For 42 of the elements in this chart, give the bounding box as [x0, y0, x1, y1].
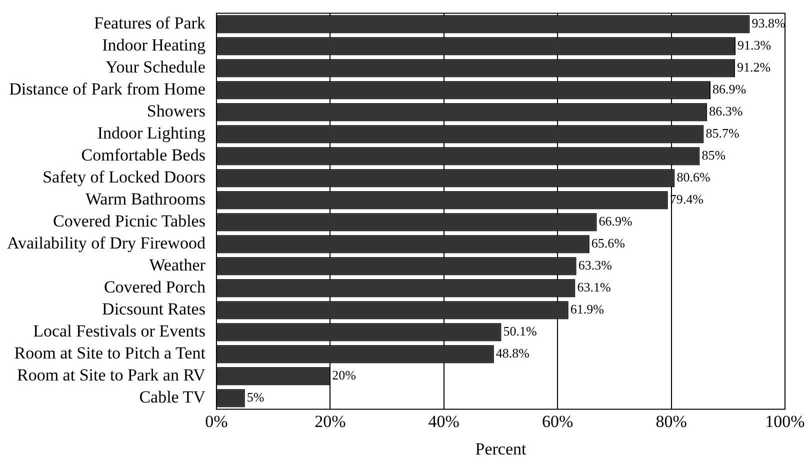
- x-axis-title: Percent: [475, 439, 526, 458]
- y-tick-label: Availability of Dry Firewood: [6, 234, 206, 253]
- data-label: 86.3%: [709, 104, 743, 119]
- data-label: 91.2%: [736, 60, 771, 75]
- data-label: 86.9%: [712, 82, 746, 97]
- y-tick-label: Covered Picnic Tables: [53, 212, 206, 231]
- y-tick-label: Indoor Lighting: [97, 124, 206, 143]
- y-tick-label: Comfortable Beds: [81, 146, 206, 165]
- x-tick-label: 40%: [428, 412, 460, 431]
- data-label: 66.9%: [598, 214, 633, 229]
- x-tick-label: 0%: [205, 412, 228, 431]
- y-tick-label: Distance of Park from Home: [9, 80, 206, 99]
- y-tick-label: Room at Site to Park an RV: [16, 366, 206, 385]
- y-tick-label: Weather: [149, 256, 206, 275]
- y-tick-label: Dicsount Rates: [102, 300, 206, 319]
- y-tick-label: Safety of Locked Doors: [42, 168, 206, 187]
- data-label: 85.7%: [706, 126, 740, 141]
- data-label: 91.3%: [738, 38, 772, 53]
- y-tick-label: Your Schedule: [106, 58, 206, 77]
- data-label: 61.9%: [570, 302, 604, 317]
- y-tick-label: Showers: [146, 102, 206, 121]
- x-tick-label: 60%: [542, 412, 574, 431]
- data-label: 5%: [246, 390, 264, 405]
- x-tick-label: 80%: [656, 412, 687, 431]
- data-label: 65.6%: [591, 236, 626, 251]
- data-label: 48.8%: [496, 346, 530, 361]
- data-label: 63.3%: [578, 258, 612, 273]
- y-tick-label: Features of Park: [94, 14, 206, 33]
- y-tick-label: Covered Porch: [104, 278, 206, 297]
- data-label: 50.1%: [503, 324, 538, 339]
- x-tick-label: 100%: [765, 412, 805, 431]
- data-label: 93.8%: [752, 16, 786, 31]
- data-label: 63.1%: [577, 280, 611, 295]
- data-label: 85%: [702, 148, 726, 163]
- y-tick-label: Room at Site to Pitch a Tent: [14, 344, 206, 363]
- y-tick-label: Warm Bathrooms: [85, 190, 206, 209]
- data-label: 20%: [332, 368, 356, 383]
- y-tick-label: Local Festivals or Events: [33, 322, 206, 341]
- data-label: 80.6%: [676, 170, 710, 185]
- y-tick-label: Cable TV: [139, 388, 206, 407]
- y-tick-label: Indoor Heating: [102, 36, 206, 55]
- x-tick-label: 20%: [314, 412, 346, 431]
